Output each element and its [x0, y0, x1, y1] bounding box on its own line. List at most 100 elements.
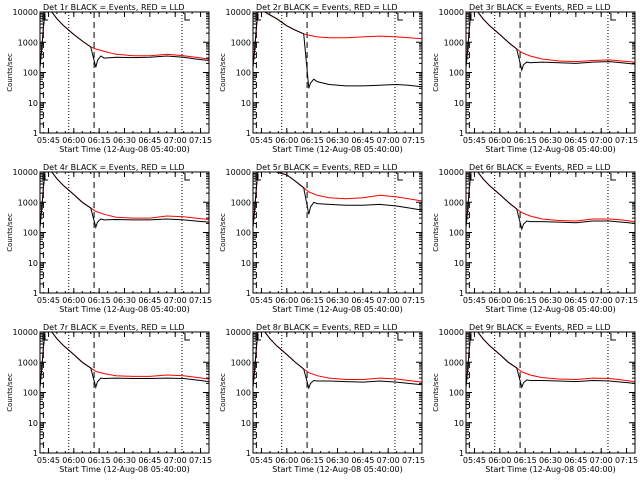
interval-bracket-glyph — [255, 14, 261, 21]
x-tick-label: 06:00 — [488, 456, 511, 465]
chart-title: Det 5r BLACK = Events, RED = LLD — [256, 163, 398, 172]
x-tick-label: 06:45 — [351, 456, 374, 465]
x-tick-label: 05:45 — [250, 296, 273, 305]
y-tick-label: 1 — [33, 289, 38, 298]
y-tick-label: 100 — [236, 389, 251, 398]
events-series-line — [466, 12, 635, 72]
y-tick-label: 1000 — [444, 198, 464, 207]
y-tick-label: 1000 — [18, 358, 38, 367]
x-axis-label: Start Time (12-Aug-08 05:40:00) — [59, 465, 190, 474]
y-axis-label: Counts/sec — [432, 213, 440, 252]
y-tick-label: 1000 — [231, 38, 251, 47]
x-tick-label: 06:00 — [275, 456, 298, 465]
y-tick-label: 10000 — [13, 328, 38, 337]
y-tick-label: 10000 — [13, 168, 38, 177]
y-tick-label: 10 — [454, 259, 464, 268]
x-axis-label: Start Time (12-Aug-08 05:40:00) — [485, 305, 616, 314]
x-axis-label: Start Time (12-Aug-08 05:40:00) — [272, 465, 403, 474]
x-tick-label: 06:45 — [564, 296, 587, 305]
x-tick-label: 06:45 — [564, 456, 587, 465]
events-series-line — [466, 332, 635, 389]
chart-panel-5: 1 10 100 1000 10000 05:45 06:00 06:15 06:30 06:45… — [219, 163, 425, 314]
plot-frame — [252, 11, 423, 134]
plot-frame — [252, 331, 423, 454]
interval-bracket-glyph — [610, 173, 616, 181]
x-tick-label: 06:00 — [275, 296, 298, 305]
chart-panel-3: 1 10 100 1000 10000 05:45 06:00 06:15 06:30 06:45… — [432, 3, 638, 154]
x-axis-label: Start Time (12-Aug-08 05:40:00) — [485, 145, 616, 154]
y-tick-label: 10000 — [439, 328, 464, 337]
y-tick-label: 1000 — [444, 358, 464, 367]
interval-bracket-glyph — [42, 334, 48, 341]
y-tick-label: 1 — [459, 129, 464, 138]
plot-frame — [39, 11, 210, 134]
x-tick-label: 06:00 — [62, 456, 85, 465]
y-tick-label: 100 — [449, 69, 464, 78]
x-tick-label: 07:00 — [377, 136, 400, 145]
interval-bracket-glyph — [184, 13, 190, 21]
chart-title: Det 1r BLACK = Events, RED = LLD — [43, 3, 185, 12]
y-axis-label: Counts/sec — [432, 53, 440, 92]
x-tick-label: 06:30 — [326, 296, 349, 305]
x-tick-label: 05:45 — [37, 296, 60, 305]
y-tick-label: 10 — [454, 419, 464, 428]
y-tick-label: 100 — [236, 69, 251, 78]
x-tick-label: 05:45 — [463, 456, 486, 465]
x-tick-label: 06:15 — [88, 296, 111, 305]
plot-frame — [465, 11, 636, 134]
x-tick-label: 06:00 — [275, 136, 298, 145]
x-tick-label: 05:45 — [463, 296, 486, 305]
x-tick-label: 06:45 — [138, 296, 161, 305]
y-tick-label: 1 — [459, 289, 464, 298]
y-tick-label: 100 — [23, 69, 38, 78]
x-tick-label: 07:00 — [590, 456, 613, 465]
y-tick-label: 10 — [28, 99, 38, 108]
events-series-line — [466, 172, 635, 231]
x-tick-label: 05:45 — [37, 136, 60, 145]
x-tick-label: 06:30 — [539, 296, 562, 305]
interval-bracket-glyph — [184, 173, 190, 181]
chart-title: Det 6r BLACK = Events, RED = LLD — [469, 163, 611, 172]
y-tick-label: 10 — [241, 99, 251, 108]
y-tick-label: 10000 — [439, 168, 464, 177]
x-tick-label: 07:15 — [189, 136, 212, 145]
y-axis-label: Counts/sec — [6, 53, 14, 92]
y-tick-label: 10000 — [226, 328, 251, 337]
x-tick-label: 07:00 — [377, 296, 400, 305]
chart-title: Det 3r BLACK = Events, RED = LLD — [469, 3, 611, 12]
y-axis-label: Counts/sec — [6, 373, 14, 412]
y-tick-label: 100 — [449, 389, 464, 398]
x-tick-label: 06:30 — [539, 136, 562, 145]
y-tick-label: 10 — [241, 419, 251, 428]
plot-frame — [465, 331, 636, 454]
x-tick-label: 07:15 — [615, 456, 638, 465]
plot-frame — [252, 171, 423, 294]
chart-panel-1: 1 10 100 1000 10000 05:45 06:00 06:15 06:30 06:45… — [6, 3, 212, 154]
y-tick-label: 100 — [449, 229, 464, 238]
y-tick-label: 100 — [23, 229, 38, 238]
x-tick-label: 06:15 — [514, 296, 537, 305]
x-axis-label: Start Time (12-Aug-08 05:40:00) — [59, 305, 190, 314]
x-tick-label: 07:00 — [164, 296, 187, 305]
interval-bracket-glyph — [468, 14, 474, 21]
x-tick-label: 06:15 — [301, 456, 324, 465]
x-tick-label: 07:15 — [402, 456, 425, 465]
x-tick-label: 07:15 — [402, 136, 425, 145]
y-tick-label: 1000 — [18, 38, 38, 47]
x-tick-label: 06:30 — [539, 456, 562, 465]
events-series-line — [253, 12, 422, 89]
x-tick-label: 05:45 — [463, 136, 486, 145]
y-tick-label: 10000 — [226, 8, 251, 17]
x-tick-label: 06:15 — [301, 136, 324, 145]
chart-title: Det 7r BLACK = Events, RED = LLD — [43, 323, 185, 332]
y-tick-label: 10 — [454, 99, 464, 108]
interval-bracket-glyph — [397, 333, 403, 341]
x-tick-label: 06:30 — [326, 456, 349, 465]
y-tick-label: 10 — [28, 419, 38, 428]
y-tick-label: 1 — [246, 129, 251, 138]
y-tick-label: 10000 — [439, 8, 464, 17]
x-tick-label: 07:00 — [590, 296, 613, 305]
x-tick-label: 05:45 — [37, 456, 60, 465]
x-axis-label: Start Time (12-Aug-08 05:40:00) — [272, 145, 403, 154]
y-tick-label: 1000 — [444, 38, 464, 47]
